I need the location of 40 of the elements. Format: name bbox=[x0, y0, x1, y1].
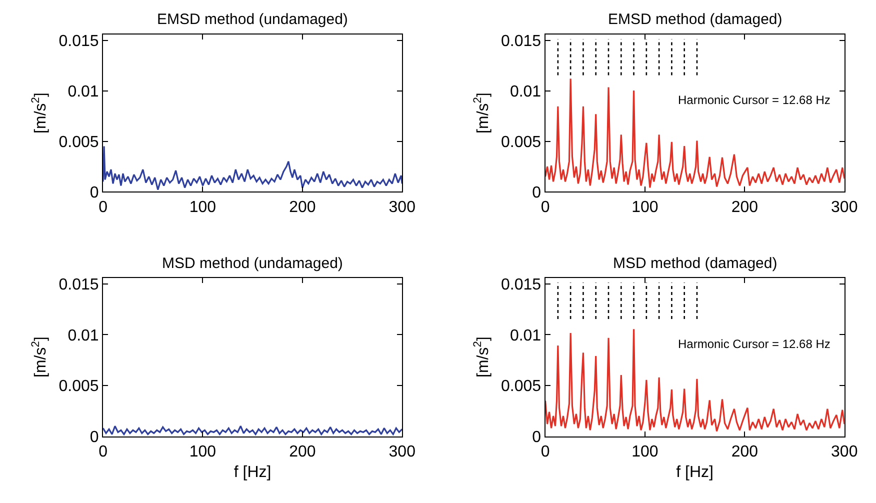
annotation: Harmonic Cursor = 12.68 Hz bbox=[678, 93, 830, 107]
y-tick-label: 0.01 bbox=[68, 83, 99, 100]
x-tick-label: 300 bbox=[388, 198, 416, 216]
y-tick-label: 0 bbox=[532, 428, 542, 446]
line-series bbox=[545, 78, 844, 188]
x-tick-label: 200 bbox=[731, 443, 758, 460]
annotation: Harmonic Cursor = 12.68 Hz bbox=[678, 337, 830, 351]
x-axis-title: f [Hz] bbox=[234, 464, 272, 482]
y-tick-label: 0 bbox=[532, 184, 542, 202]
x-tick-label: 200 bbox=[289, 443, 316, 460]
y-tick-label: 0 bbox=[90, 428, 99, 446]
y-tick-label: 0.015 bbox=[501, 276, 542, 294]
x-tick-label: 300 bbox=[831, 198, 858, 216]
line-series bbox=[103, 425, 402, 436]
chart-title: EMSD method (undamaged) bbox=[157, 11, 348, 28]
x-tick-label: 100 bbox=[189, 443, 216, 460]
chart-title: MSD method (undamaged) bbox=[162, 255, 343, 272]
line-series bbox=[545, 328, 844, 432]
y-tick-label: 0.01 bbox=[510, 327, 542, 344]
y-tick-label: 0.005 bbox=[501, 378, 542, 396]
line-series bbox=[103, 146, 402, 191]
y-tick-label: 0.005 bbox=[58, 378, 99, 396]
y-tick-label: 0.015 bbox=[58, 276, 99, 294]
x-tick-label: 100 bbox=[632, 198, 658, 216]
x-tick-label: 200 bbox=[731, 198, 758, 216]
y-tick-label: 0.01 bbox=[68, 327, 99, 344]
x-axis-title: f [Hz] bbox=[676, 464, 714, 482]
chart-title: EMSD method (damaged) bbox=[608, 11, 782, 28]
x-tick-label: 100 bbox=[189, 198, 216, 216]
x-tick-label: 300 bbox=[388, 443, 416, 460]
y-tick-label: 0.015 bbox=[501, 32, 542, 50]
y-tick-label: 0.01 bbox=[510, 83, 542, 100]
y-tick-label: 0.005 bbox=[501, 134, 542, 151]
y-tick-label: 0.005 bbox=[58, 134, 99, 151]
chart-title: MSD method (damaged) bbox=[613, 255, 778, 272]
x-tick-label: 300 bbox=[831, 443, 858, 460]
y-tick-label: 0 bbox=[90, 184, 99, 202]
x-tick-label: 200 bbox=[289, 198, 316, 216]
x-tick-label: 100 bbox=[632, 443, 658, 460]
y-tick-label: 0.015 bbox=[58, 32, 99, 50]
